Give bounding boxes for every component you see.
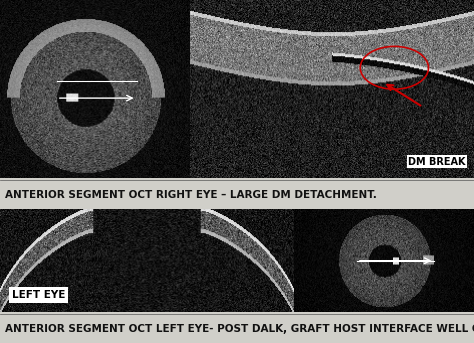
- Text: ANTERIOR SEGMENT OCT RIGHT EYE – LARGE DM DETACHMENT.: ANTERIOR SEGMENT OCT RIGHT EYE – LARGE D…: [5, 190, 377, 200]
- Text: LEFT EYE: LEFT EYE: [12, 290, 65, 300]
- Text: DM BREAK: DM BREAK: [408, 157, 465, 167]
- Text: ANTERIOR SEGMENT OCT LEFT EYE- POST DALK, GRAFT HOST INTERFACE WELL OPPOSED: ANTERIOR SEGMENT OCT LEFT EYE- POST DALK…: [5, 324, 474, 334]
